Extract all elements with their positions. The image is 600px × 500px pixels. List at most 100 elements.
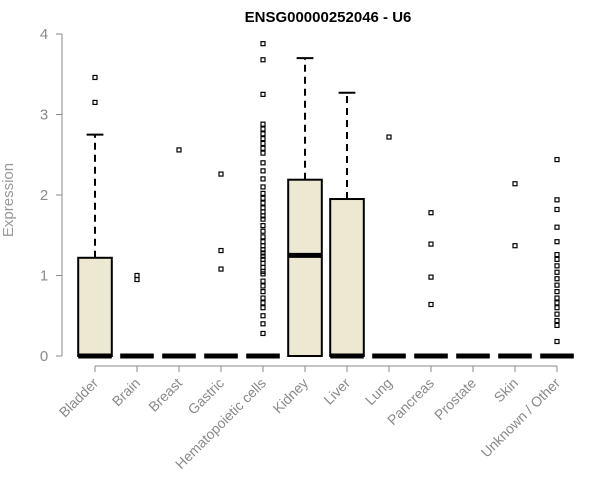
outlier-point bbox=[92, 99, 98, 106]
outlier-point bbox=[260, 136, 266, 142]
box-gastric bbox=[204, 171, 238, 359]
outlier-point bbox=[260, 300, 266, 306]
outlier-point bbox=[260, 264, 266, 271]
outlier-point bbox=[260, 57, 266, 63]
outlier-point bbox=[554, 276, 560, 282]
outlier-point bbox=[554, 256, 560, 262]
outlier-point bbox=[428, 274, 434, 280]
box-body bbox=[287, 178, 323, 357]
outlier-point bbox=[260, 216, 266, 222]
outlier-point bbox=[260, 313, 266, 319]
outlier-point bbox=[260, 41, 266, 47]
outlier-point bbox=[260, 243, 266, 249]
outlier-point bbox=[260, 209, 266, 215]
outlier-point bbox=[428, 241, 434, 247]
x-tick-label: Prostate bbox=[431, 375, 479, 423]
x-tick-label: Kidney bbox=[270, 375, 312, 417]
chart-title: ENSG00000252046 - U6 bbox=[245, 9, 412, 26]
x-tick-label: Breast bbox=[145, 375, 185, 415]
outlier-point bbox=[260, 278, 266, 284]
outlier-point bbox=[260, 190, 266, 196]
outlier-point bbox=[260, 253, 266, 259]
outlier-point bbox=[260, 239, 266, 245]
outlier-point bbox=[554, 282, 560, 288]
outlier-point bbox=[554, 311, 560, 317]
box-hematopoietic-cells bbox=[246, 41, 280, 359]
outlier-point bbox=[260, 234, 266, 240]
outlier-point bbox=[260, 330, 266, 337]
outlier-point bbox=[260, 289, 266, 295]
outlier-point bbox=[260, 168, 266, 174]
outlier-point bbox=[260, 295, 266, 301]
outlier-point bbox=[218, 247, 224, 254]
outlier-point bbox=[134, 272, 140, 279]
outlier-point bbox=[554, 156, 560, 163]
outlier-point bbox=[554, 338, 560, 345]
x-tick-label: Skin bbox=[491, 375, 522, 406]
x-tick-label: Lung bbox=[362, 375, 395, 408]
outlier-point bbox=[554, 251, 560, 258]
x-tick-label: Bladder bbox=[56, 375, 102, 421]
outlier-point bbox=[554, 197, 560, 203]
outlier-point bbox=[260, 160, 266, 166]
outlier-point bbox=[512, 243, 518, 249]
box-bladder bbox=[77, 74, 113, 359]
outlier-point bbox=[260, 91, 266, 97]
outlier-point bbox=[260, 195, 266, 201]
y-tick-label: 0 bbox=[40, 348, 48, 365]
outlier-point bbox=[260, 228, 266, 234]
outlier-point bbox=[260, 145, 266, 151]
outlier-point bbox=[428, 301, 434, 308]
outlier-point bbox=[554, 295, 560, 301]
outlier-point bbox=[218, 171, 224, 177]
outlier-point bbox=[260, 184, 266, 190]
outlier-point bbox=[260, 283, 266, 289]
box-kidney bbox=[287, 57, 323, 357]
outlier-point bbox=[260, 131, 266, 137]
plot-area bbox=[77, 41, 574, 359]
y-axis-label: Expression bbox=[0, 163, 17, 237]
outlier-point bbox=[554, 289, 560, 295]
outlier-point bbox=[554, 317, 560, 324]
box-liver bbox=[329, 91, 365, 359]
y-axis: 0 1 2 3 4 bbox=[40, 26, 63, 365]
outlier-point bbox=[554, 305, 560, 311]
outlier-point bbox=[554, 322, 560, 329]
box-unknown-other bbox=[540, 156, 574, 359]
outlier-point bbox=[260, 205, 266, 211]
x-tick-label: Pancreas bbox=[384, 375, 437, 428]
outlier-point bbox=[260, 321, 266, 327]
outlier-point bbox=[260, 250, 266, 256]
outlier-point bbox=[512, 181, 518, 187]
outlier-point bbox=[554, 300, 560, 306]
x-tick-label: Liver bbox=[320, 375, 353, 408]
box-breast bbox=[162, 147, 196, 359]
outlier-point bbox=[260, 176, 266, 182]
outlier-point bbox=[554, 263, 560, 269]
box-lung bbox=[372, 134, 406, 359]
outlier-point bbox=[554, 239, 560, 245]
box-pancreas bbox=[414, 210, 448, 359]
y-tick-label: 3 bbox=[40, 107, 48, 124]
x-tick-label: Brain bbox=[109, 375, 143, 409]
outlier-point bbox=[134, 276, 140, 283]
y-tick-label: 2 bbox=[40, 187, 48, 204]
box-body bbox=[329, 198, 365, 357]
outlier-point bbox=[554, 224, 560, 230]
outlier-point bbox=[260, 222, 266, 229]
outlier-point bbox=[554, 206, 560, 213]
outlier-point bbox=[260, 256, 266, 262]
y-tick-label: 1 bbox=[40, 268, 48, 285]
outlier-point bbox=[260, 140, 266, 147]
outlier-point bbox=[260, 260, 266, 267]
box-body bbox=[77, 256, 113, 358]
outlier-point bbox=[260, 150, 266, 156]
box-brain bbox=[120, 272, 154, 359]
y-tick-label: 4 bbox=[40, 26, 48, 43]
x-tick-label: Unknown / Other bbox=[478, 375, 564, 461]
outlier-point bbox=[260, 126, 266, 132]
outlier-point bbox=[386, 134, 392, 140]
outlier-point bbox=[260, 121, 266, 127]
